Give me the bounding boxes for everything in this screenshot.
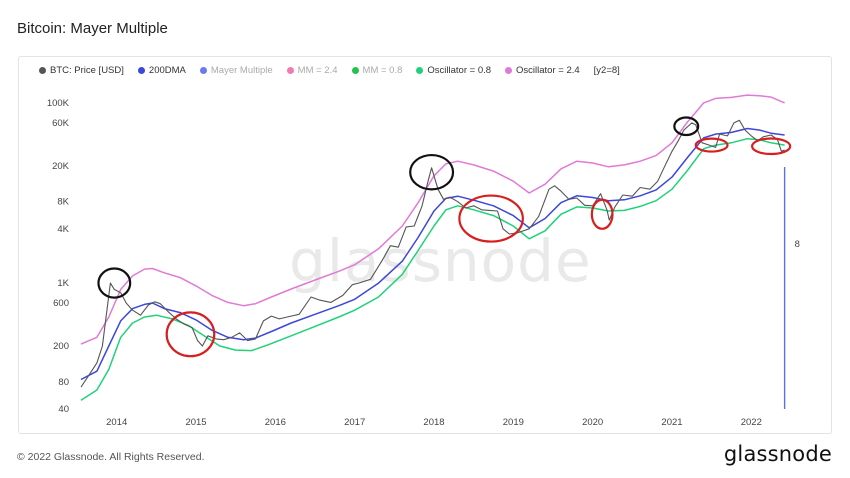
- watermark: glassnode: [289, 227, 592, 295]
- x-tick-label: 2014: [106, 417, 127, 428]
- y-tick-label: 8K: [57, 197, 69, 208]
- x-tick-label: 2016: [265, 417, 286, 428]
- x-tick-label: 2015: [185, 417, 206, 428]
- legend-label: MM = 2.4: [297, 65, 338, 76]
- legend-item[interactable]: MM = 2.4: [286, 65, 338, 76]
- legend-dot-icon: [199, 67, 207, 74]
- annotation-bottom-circle: [750, 137, 792, 156]
- x-tick-label: 2018: [423, 417, 444, 428]
- legend-dot-icon: [416, 67, 424, 74]
- annotation-bottom-circle: [165, 311, 216, 358]
- chart-plot: 40 80 200 600 1K 4K 8K 20K 60K 100K 2014 2015 2016 20…: [47, 94, 800, 428]
- y2-axis-label: 8: [795, 239, 800, 250]
- legend-label: 200DMA: [148, 65, 186, 76]
- series-line-200dma: [80, 127, 785, 381]
- legend-label: MM = 0.8: [362, 65, 403, 76]
- legend-dot-icon: [351, 67, 359, 74]
- legend-label: BTC: Price [USD]: [50, 65, 124, 76]
- annotation-bottom-circle: [694, 137, 729, 153]
- y-tick-label: 80: [58, 377, 69, 388]
- legend-dot-icon: [286, 67, 294, 74]
- legend-dot-icon: [39, 67, 46, 74]
- legend-label: [y2=8]: [593, 65, 620, 76]
- x-tick-label: 2020: [582, 417, 603, 428]
- series-line-btc-price-usd: [80, 119, 785, 388]
- series-line-oscillator-2-4: [80, 94, 785, 345]
- legend-item[interactable]: Oscillator = 2.4: [505, 65, 580, 76]
- legend-item[interactable]: 200DMA: [137, 65, 186, 76]
- copyright: © 2022 Glassnode. All Rights Reserved.: [17, 451, 205, 463]
- series-line-oscillator-0-8: [80, 137, 785, 401]
- y-tick-label: 100K: [47, 98, 70, 109]
- brand-logo: glassnode: [723, 442, 832, 466]
- annotation-top-circle: [97, 267, 132, 299]
- legend-item[interactable]: [y2=8]: [594, 65, 620, 76]
- legend-item[interactable]: Mayer Multiple: [199, 65, 273, 76]
- legend-label: Mayer Multiple: [210, 65, 273, 76]
- annotation-top-circle: [409, 153, 455, 191]
- y-tick-label: 20K: [52, 161, 70, 172]
- y-tick-label: 4K: [57, 224, 69, 235]
- legend-item[interactable]: MM = 0.8: [351, 65, 403, 76]
- y-tick-label: 60K: [52, 118, 70, 129]
- legend-label: Oscillator = 2.4: [516, 65, 580, 76]
- legend-dot-icon: [505, 67, 513, 74]
- y-tick-label: 40: [58, 404, 69, 415]
- legend-label: Oscillator = 0.8: [427, 65, 492, 76]
- annotation-bottom-circle: [590, 198, 614, 230]
- y-tick-label: 200: [53, 341, 69, 352]
- chart-card: BTC: Price [USD] 200DMA Mayer Multiple MM =…: [18, 56, 832, 434]
- annotation-top-circle: [673, 116, 700, 137]
- legend: BTC: Price [USD] 200DMA Mayer Multiple MM =…: [39, 65, 620, 76]
- page-title: Bitcoin: Mayer Multiple: [17, 20, 168, 37]
- legend-item[interactable]: BTC: Price [USD]: [39, 65, 124, 76]
- x-tick-label: 2019: [503, 417, 524, 428]
- x-tick-label: 2021: [661, 417, 682, 428]
- x-tick-label: 2022: [741, 417, 762, 428]
- legend-item[interactable]: Oscillator = 0.8: [416, 65, 491, 76]
- legend-dot-icon: [137, 67, 145, 74]
- y-tick-label: 1K: [57, 278, 69, 289]
- x-tick-label: 2017: [344, 417, 365, 428]
- y-tick-label: 600: [53, 298, 69, 309]
- annotation-bottom-circle: [458, 194, 524, 243]
